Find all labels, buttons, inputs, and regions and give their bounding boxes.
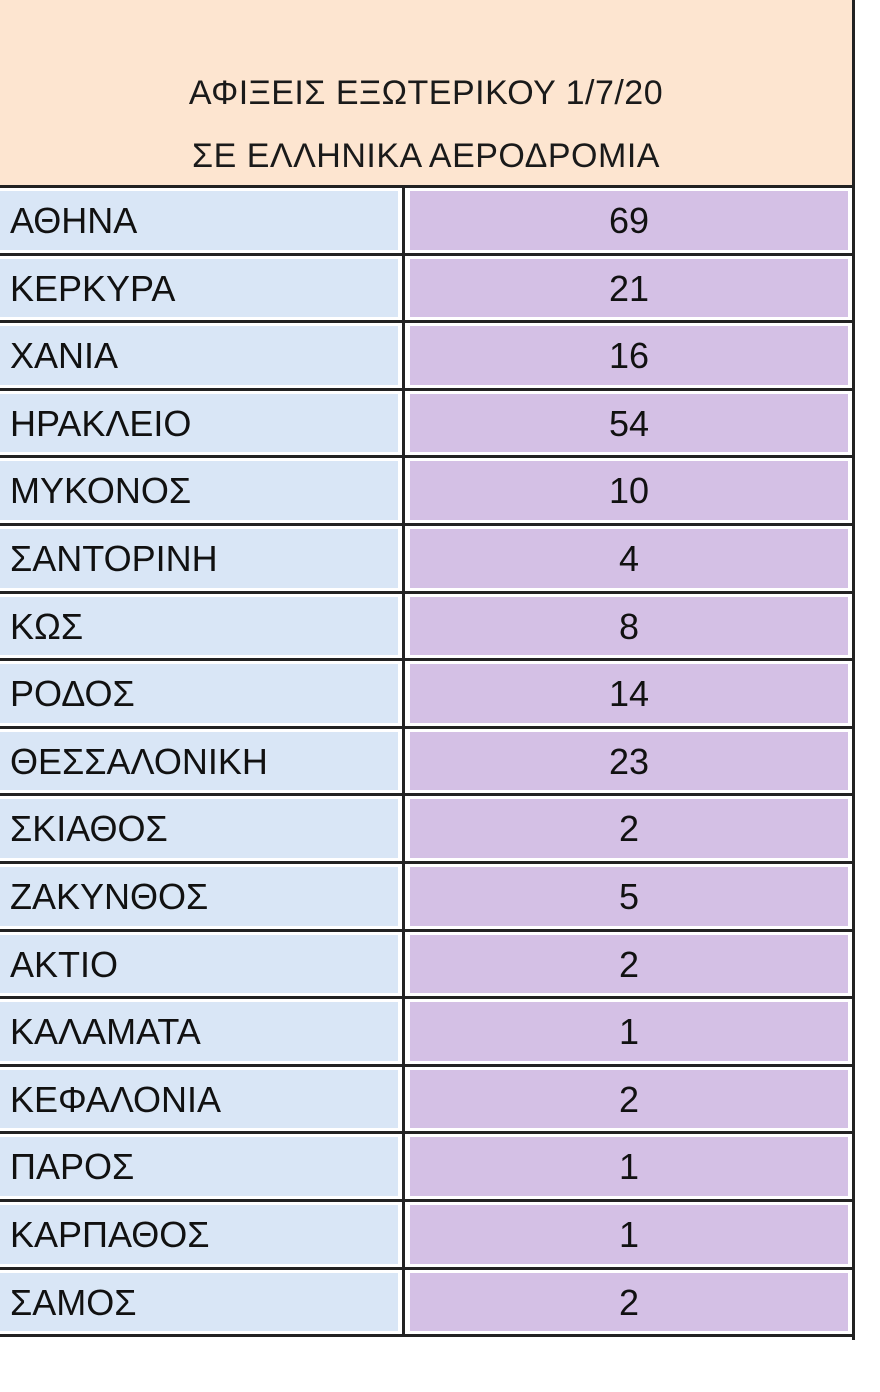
airport-name: ΣΚΙΑΘΟΣ bbox=[0, 799, 398, 858]
airport-name: ΗΡΑΚΛΕΙΟ bbox=[0, 393, 398, 453]
airport-name: ΑΘΗΝΑ bbox=[0, 191, 398, 250]
airport-name: ΘΕΣΣΑΛΟΝΙΚΗ bbox=[0, 731, 398, 791]
column-divider bbox=[402, 458, 405, 523]
arrivals-count: 16 bbox=[410, 326, 848, 385]
column-divider bbox=[402, 863, 405, 929]
arrivals-count: 1 bbox=[410, 1002, 848, 1061]
table-row: ΣΑΝΤΟΡΙΝΗ 4 bbox=[0, 522, 855, 591]
airport-name: ΖΑΚΥΝΘΟΣ bbox=[0, 866, 398, 926]
column-divider bbox=[402, 390, 405, 456]
arrivals-count: 54 bbox=[410, 393, 848, 453]
title-line-1: ΑΦΙΞΕΙΣ ΕΞΩΤΕΡΙΚΟΥ 1/7/20 bbox=[188, 74, 664, 112]
table-row: ΖΑΚΥΝΘΟΣ 5 bbox=[0, 860, 855, 929]
airport-name: ΣΑΜΟΣ bbox=[0, 1272, 398, 1332]
table-row: ΧΑΝΙΑ 16 bbox=[0, 320, 855, 388]
right-border bbox=[852, 0, 855, 1340]
arrivals-count: 14 bbox=[410, 664, 848, 723]
airport-name: ΚΑΡΠΑΘΟΣ bbox=[0, 1204, 398, 1264]
column-divider bbox=[402, 323, 405, 388]
airport-name: ΠΑΡΟΣ bbox=[0, 1137, 398, 1196]
table-row: ΚΕΡΚΥΡΑ 21 bbox=[0, 252, 855, 321]
arrivals-count: 2 bbox=[410, 1069, 848, 1129]
airport-name: ΚΕΡΚΥΡΑ bbox=[0, 258, 398, 318]
table-row: ΡΟΔΟΣ 14 bbox=[0, 658, 855, 726]
table-row: ΠΑΡΟΣ 1 bbox=[0, 1131, 855, 1199]
arrivals-count: 69 bbox=[410, 191, 848, 250]
column-divider bbox=[402, 999, 405, 1064]
airport-name: ΚΑΛΑΜΑΤΑ bbox=[0, 1002, 398, 1061]
arrivals-count: 2 bbox=[410, 799, 848, 858]
arrivals-count: 5 bbox=[410, 866, 848, 926]
column-divider bbox=[402, 1201, 405, 1267]
arrivals-count: 4 bbox=[410, 528, 848, 588]
arrivals-table: ΑΘΗΝΑ 69 ΚΕΡΚΥΡΑ 21 ΧΑΝΙΑ 16 ΗΡΑΚΛΕΙΟ 54 ΜΥΚΟΝΟΣ… bbox=[0, 185, 855, 1338]
arrivals-count: 8 bbox=[410, 596, 848, 656]
arrivals-count: 2 bbox=[410, 934, 848, 994]
column-divider bbox=[402, 593, 405, 659]
column-divider bbox=[402, 255, 405, 321]
table-row: ΘΕΣΣΑΛΟΝΙΚΗ 23 bbox=[0, 725, 855, 794]
arrivals-count: 23 bbox=[410, 731, 848, 791]
table-row: ΚΕΦΑΛΟΝΙΑ 2 bbox=[0, 1063, 855, 1132]
column-divider bbox=[402, 931, 405, 997]
table-row: ΑΚΤΙΟ 2 bbox=[0, 928, 855, 997]
airport-name: ΣΑΝΤΟΡΙΝΗ bbox=[0, 528, 398, 588]
arrivals-count: 2 bbox=[410, 1272, 848, 1332]
arrivals-count: 10 bbox=[410, 461, 848, 520]
table-row: ΣΑΜΟΣ 2 bbox=[0, 1266, 855, 1338]
title-line-2: ΣΕ ΕΛΛΗΝΙΚΑ ΑΕΡΟΔΡΟΜΙΑ bbox=[192, 137, 660, 175]
column-divider bbox=[402, 728, 405, 794]
table-header: ΑΦΙΞΕΙΣ ΕΞΩΤΕΡΙΚΟΥ 1/7/20 ΣΕ ΕΛΛΗΝΙΚΑ ΑΕ… bbox=[0, 0, 852, 185]
table-row: ΜΥΚΟΝΟΣ 10 bbox=[0, 455, 855, 523]
table-row: ΗΡΑΚΛΕΙΟ 54 bbox=[0, 387, 855, 456]
arrivals-count: 21 bbox=[410, 258, 848, 318]
column-divider bbox=[402, 1269, 405, 1335]
airport-name: ΡΟΔΟΣ bbox=[0, 664, 398, 723]
table-row: ΑΘΗΝΑ 69 bbox=[0, 185, 855, 253]
table-row: ΣΚΙΑΘΟΣ 2 bbox=[0, 793, 855, 861]
column-divider bbox=[402, 188, 405, 253]
airport-name: ΜΥΚΟΝΟΣ bbox=[0, 461, 398, 520]
column-divider bbox=[402, 525, 405, 591]
airport-name: ΑΚΤΙΟ bbox=[0, 934, 398, 994]
column-divider bbox=[402, 1066, 405, 1132]
table-row: ΚΑΡΠΑΘΟΣ 1 bbox=[0, 1198, 855, 1267]
table-row: ΚΑΛΑΜΑΤΑ 1 bbox=[0, 996, 855, 1064]
airport-name: ΚΕΦΑΛΟΝΙΑ bbox=[0, 1069, 398, 1129]
table-row: ΚΩΣ 8 bbox=[0, 590, 855, 659]
column-divider bbox=[402, 796, 405, 861]
airport-name: ΧΑΝΙΑ bbox=[0, 326, 398, 385]
arrivals-count: 1 bbox=[410, 1137, 848, 1196]
airport-name: ΚΩΣ bbox=[0, 596, 398, 656]
arrivals-count: 1 bbox=[410, 1204, 848, 1264]
column-divider bbox=[402, 661, 405, 726]
column-divider bbox=[402, 1134, 405, 1199]
